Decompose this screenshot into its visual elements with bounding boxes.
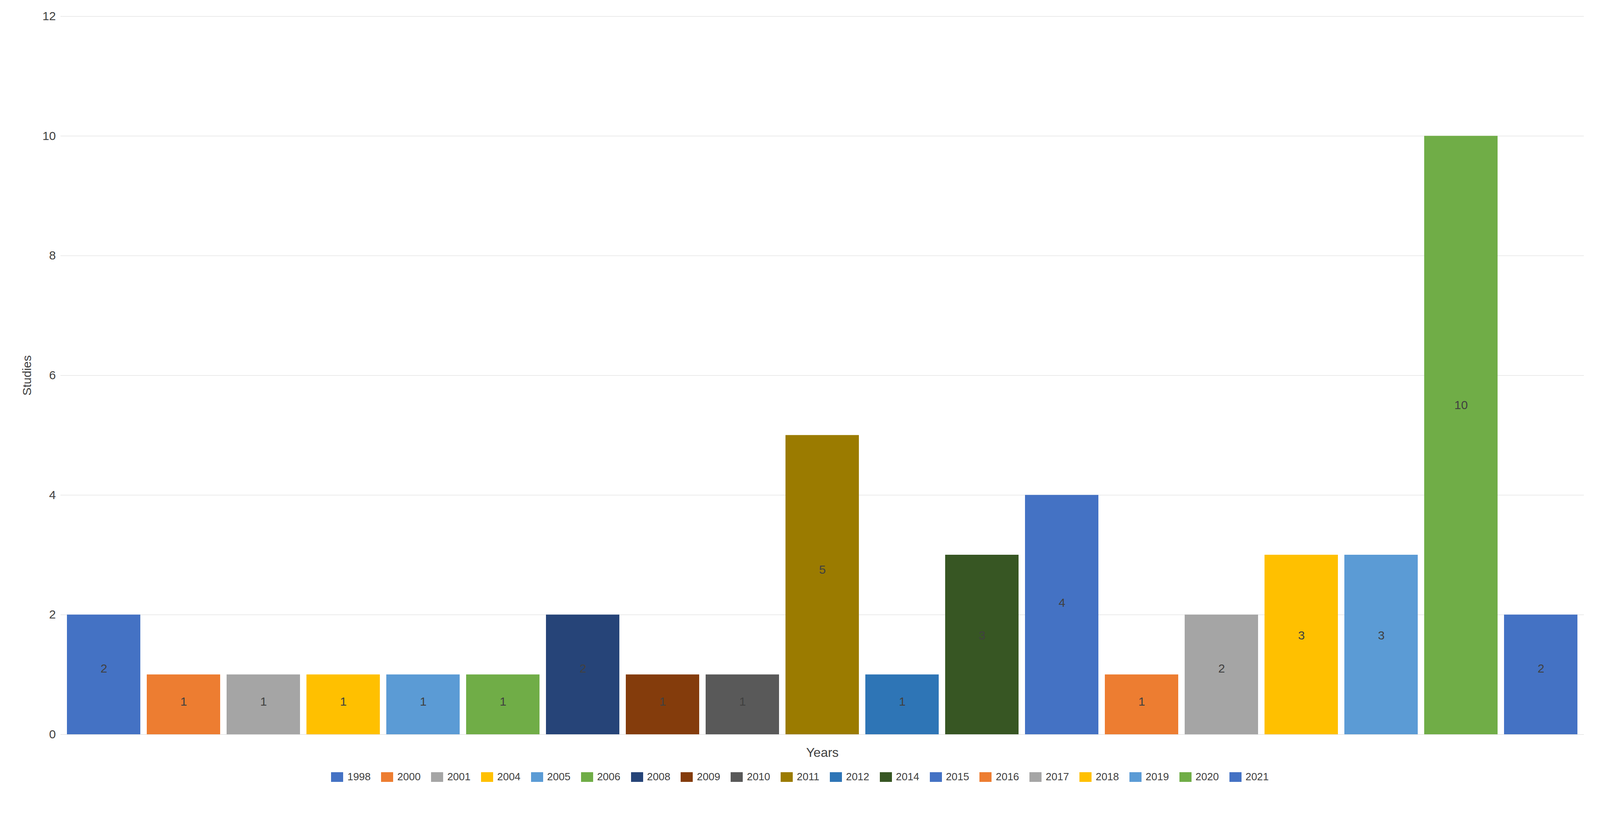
svg-text:8: 8	[49, 248, 57, 262]
svg-text:1: 1	[898, 694, 906, 708]
html-text:2001: 2001	[447, 770, 471, 783]
html-text:2010: 2010	[746, 770, 771, 783]
html-text:2016: 2016	[995, 770, 1020, 783]
html-text:1998: 1998	[347, 770, 371, 783]
html-text:2004: 2004	[497, 770, 521, 783]
svg-text:12: 12	[42, 9, 56, 23]
svg-text:Years: Years	[806, 744, 839, 760]
svg-text:10: 10	[42, 129, 56, 143]
html-text:2009: 2009	[696, 770, 721, 783]
svg-text:3: 3	[1297, 628, 1305, 642]
html-text:2018: 2018	[1095, 770, 1119, 783]
html-text:2000: 2000	[397, 770, 421, 783]
html-text:2008: 2008	[646, 770, 671, 783]
svg-text:4: 4	[49, 487, 57, 502]
svg-text:1: 1	[659, 694, 667, 708]
svg-text:5: 5	[818, 562, 826, 576]
svg-text:2: 2	[49, 607, 57, 621]
svg-text:4: 4	[1058, 595, 1066, 609]
svg-text:1: 1	[260, 694, 267, 708]
svg-text:2: 2	[579, 661, 587, 675]
html-text:2006: 2006	[597, 770, 621, 783]
svg-text:3: 3	[1377, 628, 1385, 642]
svg-text:3: 3	[978, 628, 986, 642]
svg-text:2: 2	[1537, 661, 1545, 675]
html-text:2017: 2017	[1045, 770, 1070, 783]
html-text:2014: 2014	[895, 770, 920, 783]
html-text:2011: 2011	[796, 770, 820, 783]
svg-text:10: 10	[1454, 397, 1468, 412]
html-text:2020: 2020	[1195, 770, 1219, 783]
svg-text:1: 1	[1138, 694, 1146, 708]
svg-text:1: 1	[419, 694, 427, 708]
html-text:2019: 2019	[1145, 770, 1169, 783]
svg-text:2: 2	[100, 661, 108, 675]
html-text:2012: 2012	[845, 770, 870, 783]
html-text:2005: 2005	[547, 770, 571, 783]
svg-text:1: 1	[339, 694, 347, 708]
svg-text:6: 6	[49, 368, 57, 382]
svg-text:1: 1	[499, 694, 507, 708]
html-text:2021: 2021	[1245, 770, 1269, 783]
svg-text:1: 1	[180, 694, 188, 708]
svg-text:2: 2	[1218, 661, 1225, 675]
svg-text:1: 1	[739, 694, 746, 708]
svg-text:0: 0	[49, 727, 57, 741]
svg-text:Studies: Studies	[20, 354, 34, 396]
html-text:2015: 2015	[945, 770, 970, 783]
